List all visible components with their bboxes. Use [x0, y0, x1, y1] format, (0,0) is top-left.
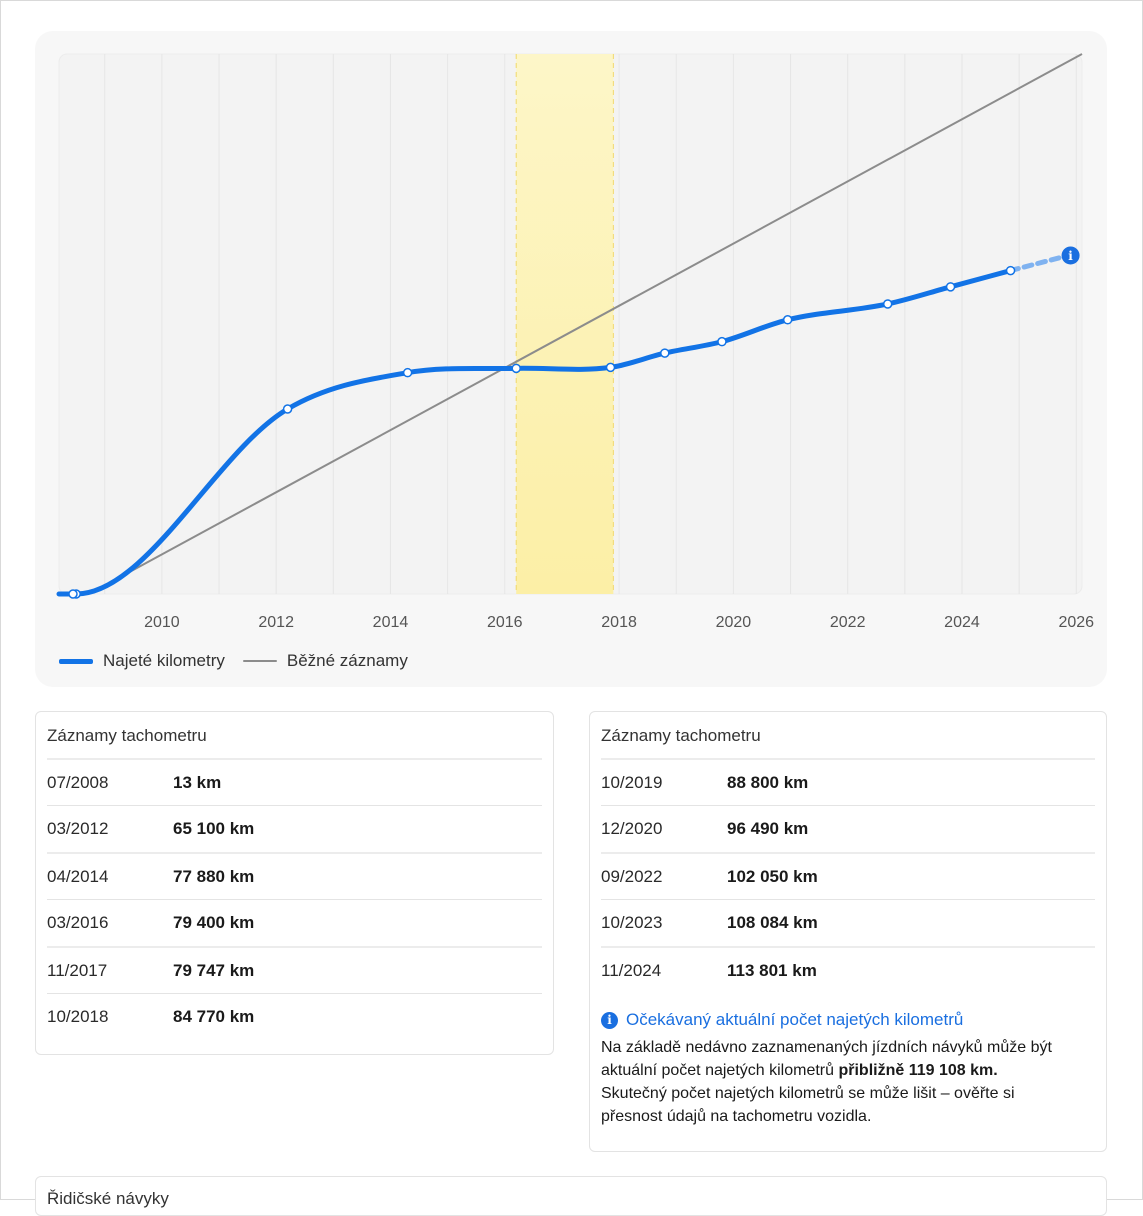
x-tick-label: 2020	[716, 614, 752, 631]
data-point	[511, 363, 521, 374]
driving-habits-card: Řidičské návyky	[35, 1176, 1107, 1216]
table-row: 09/2022 102 050 km	[601, 852, 1095, 899]
note-title-text: Očekávaný aktuální počet najetých kilome…	[626, 1010, 964, 1029]
table-row: 03/2012 65 100 km	[47, 805, 542, 852]
data-point	[1005, 265, 1016, 276]
table-title: Záznamy tachometru	[47, 726, 207, 745]
series-line-projected	[1008, 254, 1064, 274]
data-point	[660, 348, 670, 358]
table-title: Záznamy tachometru	[601, 726, 761, 745]
record-date: 11/2024	[601, 960, 662, 980]
table-row: 03/2016 79 400 km	[47, 899, 542, 946]
record-km: 79 400 km	[173, 913, 255, 932]
record-date: 04/2014	[47, 866, 109, 886]
data-point	[717, 336, 727, 347]
driving-habits-title: Řidičské návyky	[47, 1189, 169, 1208]
legend-item-typical[interactable]: Běžné záznamy	[242, 651, 408, 671]
info-icon: i	[601, 1011, 618, 1029]
odometer-records-table-right: Záznamy tachometru 10/2019 88 800 km 12/20…	[589, 711, 1107, 1152]
record-km: 79 747 km	[173, 960, 255, 980]
record-km: 65 100 km	[173, 819, 255, 838]
mileage-chart-card: i 2010 2012 2014 2016 2018 2020 2022 2024 2026 Na…	[35, 31, 1107, 687]
data-point	[402, 367, 413, 378]
x-tick-label: 2018	[601, 614, 637, 631]
record-date: 11/2017	[47, 960, 108, 980]
record-date: 12/2020	[601, 819, 663, 838]
table-row: 10/2018 84 770 km	[47, 993, 542, 1040]
legend-label-typical: Běžné záznamy	[286, 651, 408, 670]
record-km: 88 800 km	[727, 772, 809, 792]
x-tick-label: 2016	[487, 614, 523, 631]
record-date: 09/2022	[601, 866, 663, 886]
record-km: 13 km	[173, 772, 222, 792]
data-point	[282, 404, 293, 414]
table-row: 11/2017 79 747 km	[47, 946, 542, 993]
x-tick-label: 2012	[258, 614, 294, 631]
note-text-part-1: Na základě nedávno zaznamenaných jízdníc…	[601, 1039, 1052, 1079]
record-km: 113 801 km	[727, 960, 817, 980]
record-km: 108 084 km	[727, 913, 818, 932]
record-km: 96 490 km	[727, 819, 809, 838]
series-line-typical	[104, 53, 1083, 587]
record-date: 10/2023	[601, 913, 663, 932]
legend-swatch-typical	[242, 660, 277, 662]
legend-label-mileage: Najeté kilometry	[103, 651, 225, 670]
odometer-records-table-left: Záznamy tachometru 07/2008 13 km 03/2012 65…	[35, 711, 554, 1055]
table-row: 11/2024 113 801 km	[601, 946, 1095, 993]
expected-mileage-note: i Očekávaný aktuální počet najetých kilo…	[601, 1008, 1066, 1128]
table-rows: 10/2019 88 800 km 12/2020 96 490 km 09/2022 1…	[601, 758, 1095, 993]
data-point	[945, 282, 956, 292]
projected-info-marker	[1061, 246, 1080, 265]
legend-swatch-mileage	[59, 658, 93, 664]
data-point	[68, 589, 78, 599]
record-km: 84 770 km	[173, 1007, 255, 1026]
record-km: 77 880 km	[173, 866, 255, 886]
mileage-chart: i 2010 2012 2014 2016 2018 2020 2022 2024 2026	[56, 53, 1094, 631]
x-tick-label: 2010	[144, 614, 180, 631]
data-point	[882, 299, 893, 309]
record-date: 07/2008	[47, 772, 109, 792]
chart-legend: Najeté kilometry Běžné záznamy	[59, 651, 426, 671]
record-date: 03/2012	[47, 819, 109, 838]
legend-item-mileage[interactable]: Najeté kilometry	[59, 651, 225, 671]
record-km: 102 050 km	[727, 866, 818, 886]
note-estimate-value: přibližně 119 108 km.	[838, 1062, 998, 1079]
note-text: Na základě nedávno zaznamenaných jízdníc…	[601, 1036, 1066, 1128]
x-tick-label: 2024	[944, 614, 980, 631]
highlight-band	[516, 54, 614, 594]
table-rows: 07/2008 13 km 03/2012 65 100 km 04/2014 77 88…	[47, 758, 542, 1040]
expected-mileage-link[interactable]: i Očekávaný aktuální počet najetých kilo…	[601, 1008, 1066, 1032]
data-point	[782, 315, 793, 325]
record-date: 10/2019	[601, 772, 663, 792]
table-row: 04/2014 77 880 km	[47, 852, 542, 899]
projected-info-glyph: i	[1068, 249, 1073, 263]
record-date: 10/2018	[47, 1007, 109, 1026]
table-row: 10/2023 108 084 km	[601, 899, 1095, 946]
table-row: 10/2019 88 800 km	[601, 758, 1095, 805]
table-row: 07/2008 13 km	[47, 758, 542, 805]
data-point	[605, 362, 616, 373]
note-text-part-2: Skutečný počet najetých kilometrů se můž…	[601, 1085, 1015, 1125]
table-row: 12/2020 96 490 km	[601, 805, 1095, 852]
x-tick-label: 2014	[373, 614, 409, 631]
record-date: 03/2016	[47, 913, 109, 932]
x-tick-label: 2022	[830, 614, 866, 631]
x-tick-label: 2026	[1058, 614, 1094, 631]
